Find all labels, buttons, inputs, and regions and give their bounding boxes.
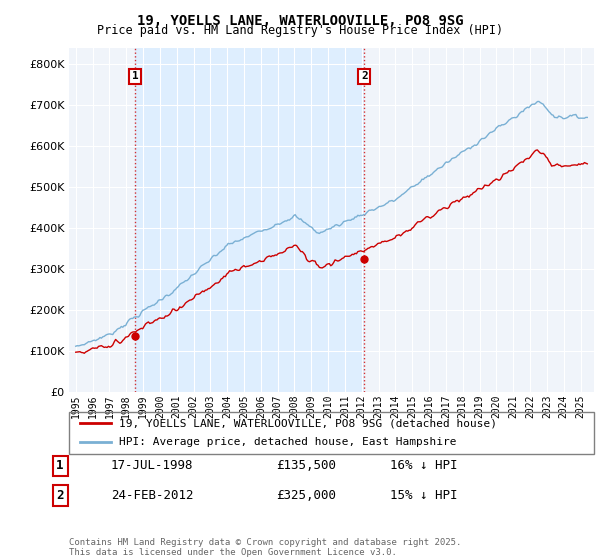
Text: £325,000: £325,000: [276, 489, 336, 502]
Text: 16% ↓ HPI: 16% ↓ HPI: [390, 459, 458, 473]
Text: 1: 1: [56, 459, 64, 473]
Text: 15% ↓ HPI: 15% ↓ HPI: [390, 489, 458, 502]
Text: 2: 2: [361, 71, 368, 81]
Text: 19, YOELLS LANE, WATERLOOVILLE, PO8 9SG: 19, YOELLS LANE, WATERLOOVILLE, PO8 9SG: [137, 14, 463, 28]
Text: 19, YOELLS LANE, WATERLOOVILLE, PO8 9SG (detached house): 19, YOELLS LANE, WATERLOOVILLE, PO8 9SG …: [119, 418, 497, 428]
Text: Contains HM Land Registry data © Crown copyright and database right 2025.
This d: Contains HM Land Registry data © Crown c…: [69, 538, 461, 557]
Text: 17-JUL-1998: 17-JUL-1998: [111, 459, 193, 473]
Text: 2: 2: [56, 489, 64, 502]
Text: 24-FEB-2012: 24-FEB-2012: [111, 489, 193, 502]
Text: 1: 1: [132, 71, 139, 81]
Text: Price paid vs. HM Land Registry's House Price Index (HPI): Price paid vs. HM Land Registry's House …: [97, 24, 503, 37]
Text: £135,500: £135,500: [276, 459, 336, 473]
Bar: [135, 48, 364, 392]
Text: HPI: Average price, detached house, East Hampshire: HPI: Average price, detached house, East…: [119, 437, 457, 447]
